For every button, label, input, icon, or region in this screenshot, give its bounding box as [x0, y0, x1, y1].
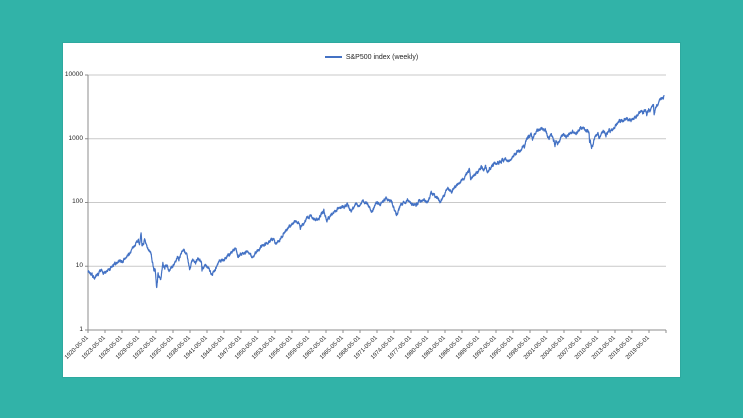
chart-legend: S&P500 index (weekly)	[63, 51, 680, 63]
y-axis-label: 1	[79, 325, 83, 333]
y-axis-label: 10000	[64, 70, 83, 78]
legend-line-swatch	[324, 56, 342, 58]
y-axis-label: 100	[72, 198, 83, 206]
sp500-line-chart	[85, 74, 667, 333]
sp500-series-line	[87, 95, 665, 289]
y-axis-label: 1000	[68, 134, 83, 142]
chart-window: S&P500 index (weekly) 1 10 100 1000 10000 192…	[63, 43, 680, 377]
y-axis-label: 10	[75, 262, 83, 270]
legend-label: S&P500 index (weekly)	[345, 53, 419, 61]
